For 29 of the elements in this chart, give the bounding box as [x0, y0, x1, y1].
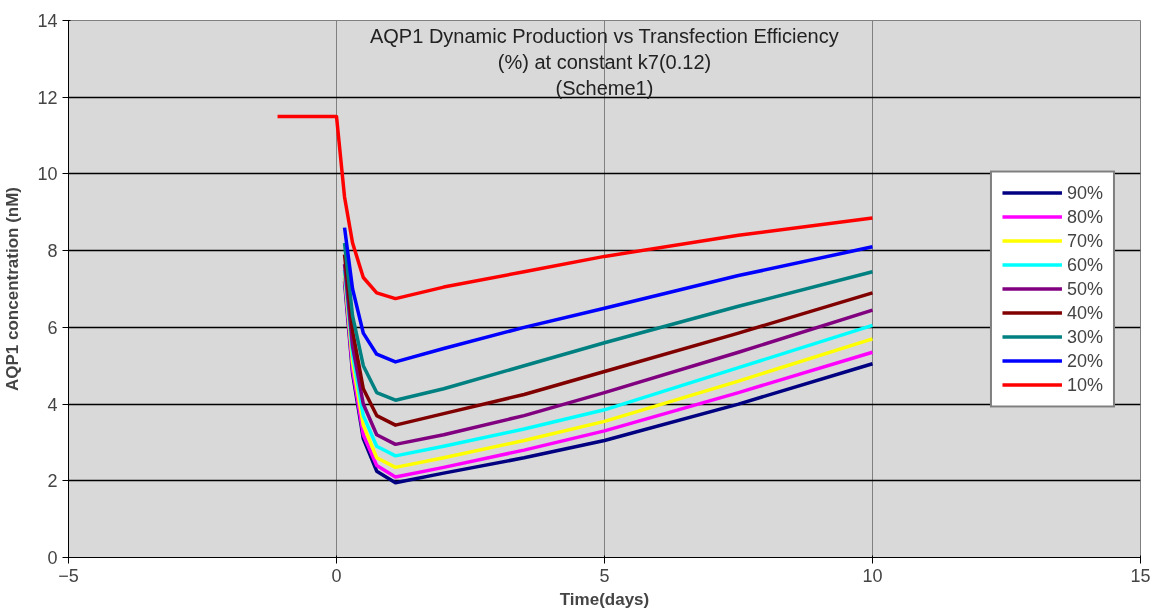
text: AQP1 Dynamic Production vs Transfection Efficiency (%) at constant k7(0.12) (Scheme1)	[369, 24, 839, 100]
y-tick-label: 8	[47, 241, 58, 262]
legend-label: 10%	[1066, 374, 1103, 395]
x-tick-label: 0	[331, 565, 342, 586]
x-tick-label: 15	[1130, 565, 1151, 586]
legend-label: 20%	[1066, 350, 1103, 371]
x-tick-label: 5	[599, 565, 610, 586]
legend-label: 30%	[1066, 326, 1103, 347]
y-axis-title: AQP1 concentration (nM)	[3, 186, 23, 391]
legend-label: 70%	[1066, 230, 1103, 251]
x-tick-label: −5	[58, 565, 79, 586]
y-tick-label: 2	[47, 471, 58, 492]
line-series	[342, 241, 875, 402]
legend-label: 80%	[1066, 206, 1103, 227]
x-tick-label: 10	[862, 565, 883, 586]
legend-label: 60%	[1066, 254, 1103, 275]
legend-label: 90%	[1066, 182, 1103, 203]
y-tick-label: 10	[37, 164, 58, 185]
line-series	[342, 252, 875, 427]
x-axis-title: Time(days)	[559, 589, 650, 609]
y-tick-label: 12	[37, 87, 58, 108]
line-series	[275, 114, 875, 301]
y-tick-label: 0	[47, 548, 58, 568]
line-series	[342, 225, 875, 364]
legend-label: 50%	[1066, 278, 1103, 299]
y-tick-label: 14	[37, 11, 58, 31]
y-tick-label: 4	[47, 394, 58, 415]
y-tick-label: 6	[47, 317, 58, 338]
legend-label: 40%	[1066, 302, 1103, 323]
